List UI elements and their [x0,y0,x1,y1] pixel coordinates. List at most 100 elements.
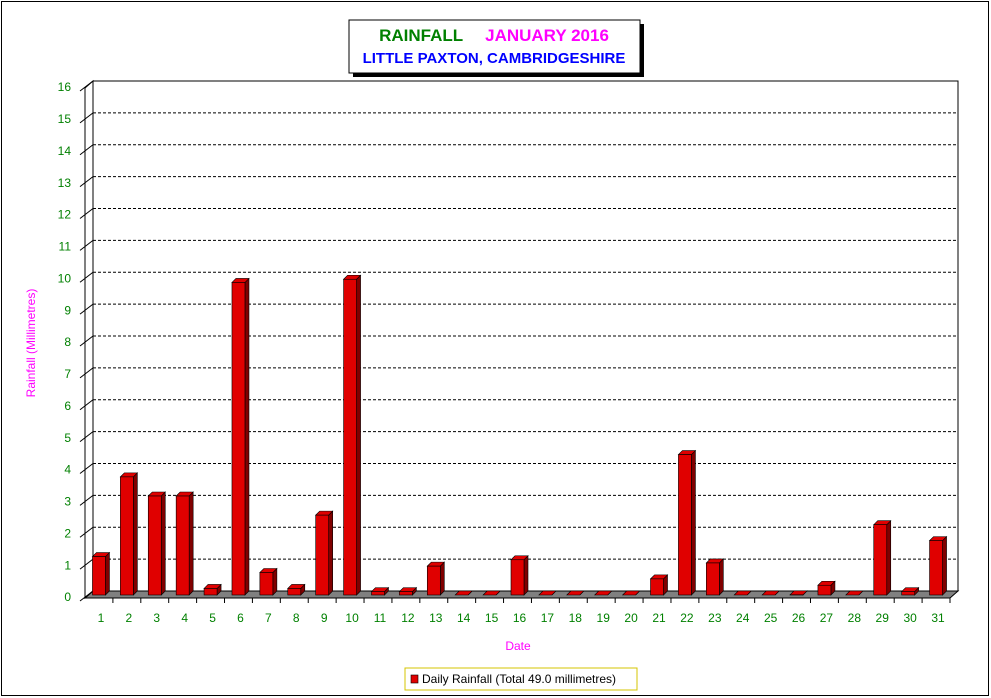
y-tick [79,239,94,251]
bar [928,535,948,596]
legend-label: Daily Rainfall (Total 49.0 millimetres) [422,672,616,686]
bar-top [566,590,585,596]
bar-front [343,278,357,596]
bar-side [886,519,892,596]
x-tick-label: 4 [181,611,188,625]
y-tick [79,494,94,506]
bar [454,590,473,596]
y-tick [79,80,94,92]
bar-front [231,282,246,596]
bar-front [147,495,162,596]
bar [677,449,697,596]
chart-subtitle: LITTLE PAXTON, CAMBRIDGESHIRE [363,50,626,67]
y-tick [79,335,94,347]
x-tick-label: 28 [848,611,862,625]
y-tick-label: 10 [58,271,72,285]
y-tick-label: 0 [64,590,71,604]
x-tick-label: 8 [293,611,300,625]
y-tick-label: 9 [64,303,71,317]
y-tick-label: 4 [64,463,71,477]
bar-side [272,567,278,596]
bar-side [691,449,696,596]
x-tick-label: 21 [652,611,666,625]
y-axis-title: Rainfall (Millimetres) [24,289,38,398]
bar-side [160,491,166,596]
bar-side [244,277,250,596]
bar-front [315,514,329,596]
bar-front [873,524,888,596]
legend-swatch [410,674,419,684]
x-tick-label: 10 [345,611,359,625]
bar-side [188,491,194,596]
bar [817,580,836,596]
bar [761,590,780,596]
bar-side [523,555,529,596]
legend-box [404,667,638,691]
bar [203,583,222,596]
bar [482,590,501,596]
bar [398,586,418,596]
title-period: JANUARY 2016 [485,26,609,45]
x-tick-label: 16 [513,611,527,625]
bar [259,567,278,596]
bar [900,586,920,596]
bar [538,590,557,596]
bar-front [510,559,525,596]
y-tick-label: 15 [58,112,72,126]
x-tick-label: 9 [321,611,328,625]
bar-front [287,588,302,596]
y-tick-label: 6 [64,399,71,413]
x-tick-label: 15 [485,611,499,625]
x-tick-label: 12 [401,611,415,625]
x-tick-label: 20 [624,611,638,625]
title-main: RAINFALL [379,26,463,45]
bar-front [650,578,664,596]
y-tick-label: 14 [58,144,72,158]
bar-front [929,540,943,596]
bar-top [454,590,473,596]
y-tick-label: 1 [64,558,71,572]
x-tick-label: 6 [237,611,244,625]
bar-front [371,591,385,596]
x-tick-label: 3 [153,611,160,625]
x-tick-label: 18 [569,611,583,625]
bar-top [761,590,780,596]
bar [845,590,864,596]
bar-front [120,476,134,596]
bar [649,574,669,596]
bar [510,555,529,596]
bar-top [733,590,752,596]
bar-front [175,495,190,596]
x-tick-label: 31 [931,611,945,625]
bar-top [538,590,557,596]
x-tick-label: 23 [708,611,722,625]
y-tick-label: 8 [64,335,71,349]
bar-front [678,454,692,596]
y-tick [79,463,94,474]
bar-top [621,590,641,596]
bar [147,491,166,596]
bar [314,510,334,596]
bar-side [439,561,445,596]
y-tick-label: 12 [58,208,72,222]
bar-front [706,562,720,596]
x-tick-label: 26 [792,611,806,625]
bar-front [901,591,915,596]
y-tick [79,590,94,602]
y-tick [79,176,94,188]
y-tick [79,399,94,411]
x-tick-label: 30 [903,611,917,625]
y-tick-label: 2 [64,526,71,540]
y-tick [79,303,94,315]
bar [733,590,752,596]
bar-front [259,572,274,596]
x-tick-label: 24 [736,611,750,625]
y-tick-label: 16 [58,80,72,94]
bar [873,519,892,596]
chart-title: RAINFALL JANUARY 2016 [379,26,609,45]
bar-front [92,556,106,596]
y-tick-label: 13 [58,176,72,190]
y-tick [79,367,94,379]
bar-front [399,591,413,596]
